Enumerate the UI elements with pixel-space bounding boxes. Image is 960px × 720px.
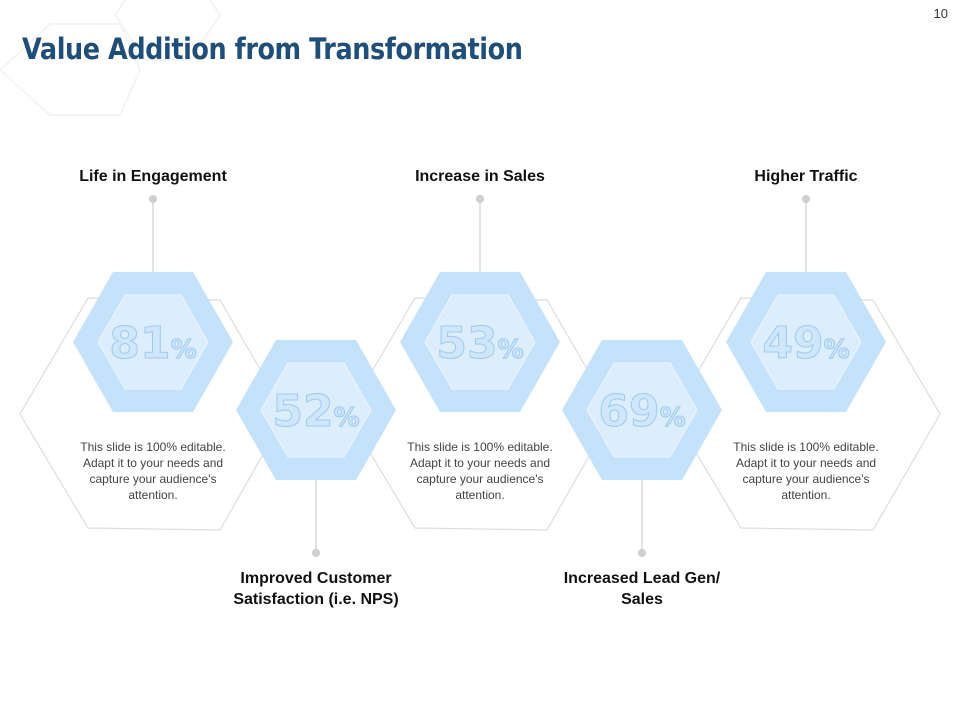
description-1: This slide is 100% editable. Adapt it to…: [80, 440, 226, 502]
percent-value: 69%: [598, 386, 685, 437]
percent-value: 49%: [762, 318, 849, 369]
hex-inner: [424, 294, 536, 390]
hex-inner: [750, 294, 862, 390]
connector-dot: [475, 194, 485, 204]
value-hex-5: 49%: [726, 272, 886, 412]
percent-number: 69: [598, 386, 659, 437]
connector-lines: [148, 194, 811, 558]
value-hex-4: 69%: [562, 340, 722, 480]
hex-inner: [586, 362, 698, 458]
label-higher-traffic: Higher Traffic: [754, 168, 858, 185]
bg-hex: [0, 23, 142, 116]
label-improved-customer-satisfaction: Improved Customer Satisfaction (i.e. NPS…: [233, 570, 399, 608]
description-3: This slide is 100% editable. Adapt it to…: [733, 440, 879, 502]
value-hex-1: 81%: [73, 272, 233, 412]
percent-sign: %: [334, 403, 360, 433]
label-increased-lead-gen: Increased Lead Gen/ Sales: [563, 570, 721, 608]
percent-sign: %: [824, 335, 850, 365]
percent-sign: %: [660, 403, 686, 433]
value-hex-3: 53%: [400, 272, 560, 412]
label-life-in-engagement: Life in Engagement: [79, 168, 227, 185]
percent-sign: %: [498, 335, 524, 365]
percent-sign: %: [171, 335, 197, 365]
percent-number: 49: [762, 318, 823, 369]
connector-dot: [637, 548, 647, 558]
page-number: 10: [933, 6, 948, 21]
percent-value: 52%: [272, 386, 359, 437]
hex-inner: [97, 294, 209, 390]
percent-number: 53: [436, 318, 497, 369]
background-hex-decoration: [0, 0, 222, 116]
value-hex-2: 52%: [236, 340, 396, 480]
hex-inner: [260, 362, 372, 458]
percent-value: 53%: [436, 318, 523, 369]
bg-hex: [113, 0, 222, 61]
percent-number: 52: [272, 386, 333, 437]
description-2: This slide is 100% editable. Adapt it to…: [407, 440, 553, 502]
label-increase-in-sales: Increase in Sales: [415, 168, 545, 185]
percent-value: 81%: [109, 318, 196, 369]
percent-number: 81: [109, 318, 170, 369]
connector-dot: [801, 194, 811, 204]
connector-dot: [148, 194, 158, 204]
slide-title: Value Addition from Transformation: [22, 32, 523, 66]
connector-dot: [311, 548, 321, 558]
